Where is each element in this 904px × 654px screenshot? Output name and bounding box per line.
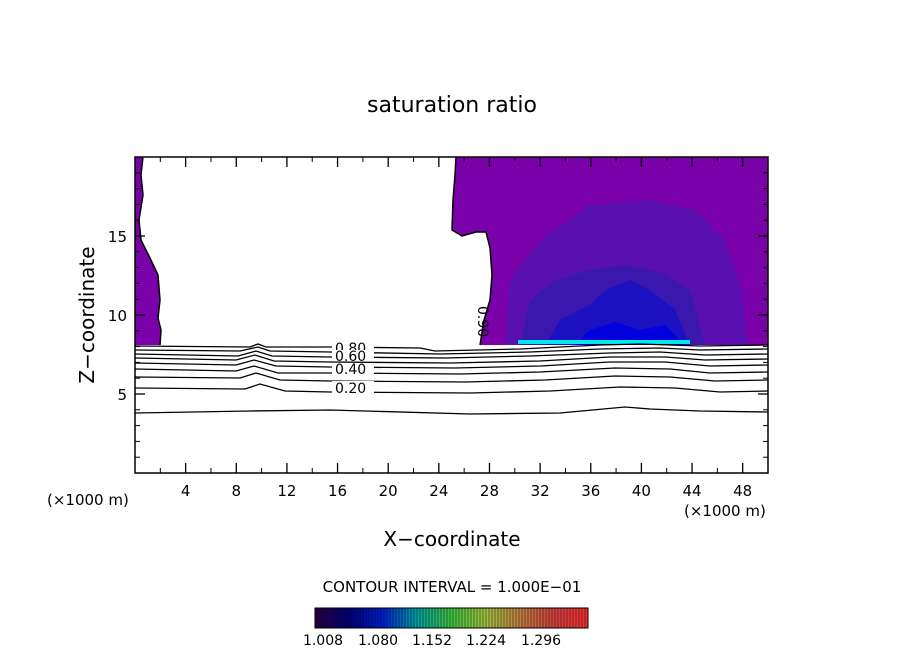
x-tick-label: 8 xyxy=(232,482,242,500)
contour-line xyxy=(135,406,768,415)
colorbar-tick-label: 1.224 xyxy=(466,633,506,649)
contour-interval-text: CONTOUR INTERVAL = 1.000E−01 xyxy=(323,578,582,596)
y-axis-ticks: 5 10 15 xyxy=(108,172,768,458)
contour-label: 0.20 xyxy=(335,381,366,397)
fill-layer xyxy=(135,157,768,346)
contour-label: 0.60 xyxy=(335,349,366,365)
x-tick-label: 4 xyxy=(181,482,191,500)
x-tick-label: 40 xyxy=(632,482,651,500)
contour-line xyxy=(135,365,768,375)
contour-line xyxy=(135,346,768,355)
x-tick-label: 48 xyxy=(733,482,752,500)
y-tick-label: 15 xyxy=(108,228,127,246)
contour-line xyxy=(135,383,768,394)
colorbar-tick-label: 1.008 xyxy=(303,633,343,649)
x-axis-ticks: 4 8 12 16 20 24 28 32 36 40 44 48 xyxy=(159,157,752,500)
x-tick-label: 28 xyxy=(480,482,499,500)
contour-line xyxy=(135,343,768,352)
colorbar xyxy=(314,607,589,629)
contour-lines xyxy=(135,343,768,415)
chart-title: saturation ratio xyxy=(367,93,537,118)
contour-label: 0.90 xyxy=(474,306,490,337)
x-unit-left: (×1000 m) xyxy=(47,491,129,509)
colorbar-tick-label: 1.080 xyxy=(358,633,398,649)
x-tick-label: 20 xyxy=(379,482,398,500)
contour-line xyxy=(135,372,768,383)
x-tick-label: 16 xyxy=(328,482,347,500)
x-tick-label: 12 xyxy=(277,482,296,500)
y-tick-label: 5 xyxy=(117,386,127,404)
contour-label: 0.40 xyxy=(335,362,366,378)
cyan-band xyxy=(518,340,690,344)
contour-line xyxy=(135,350,768,359)
x-tick-label: 24 xyxy=(429,482,448,500)
fill-left-edge xyxy=(135,157,161,345)
boundary-line xyxy=(451,157,493,346)
colorbar-labels: 1.008 1.080 1.152 1.224 1.296 xyxy=(303,633,561,649)
y-axis-label: Z−coordinate xyxy=(75,246,99,383)
contour-line xyxy=(135,354,768,364)
colorbar-divisions xyxy=(317,608,586,628)
x-tick-label: 44 xyxy=(682,482,701,500)
x-axis-label: X−coordinate xyxy=(383,527,520,551)
fill-level-5 xyxy=(575,322,685,345)
x-unit-right: (×1000 m) xyxy=(684,502,766,520)
x-tick-label: 36 xyxy=(581,482,600,500)
colorbar-tick-label: 1.296 xyxy=(521,633,561,649)
contour-labels: 0.80 0.60 0.40 0.20 0.90 xyxy=(332,306,490,397)
contour-line xyxy=(135,359,768,369)
boundary-line-left xyxy=(138,157,162,346)
y-tick-label: 10 xyxy=(108,307,127,325)
x-tick-label: 32 xyxy=(531,482,550,500)
colorbar-tick-label: 1.152 xyxy=(412,633,452,649)
